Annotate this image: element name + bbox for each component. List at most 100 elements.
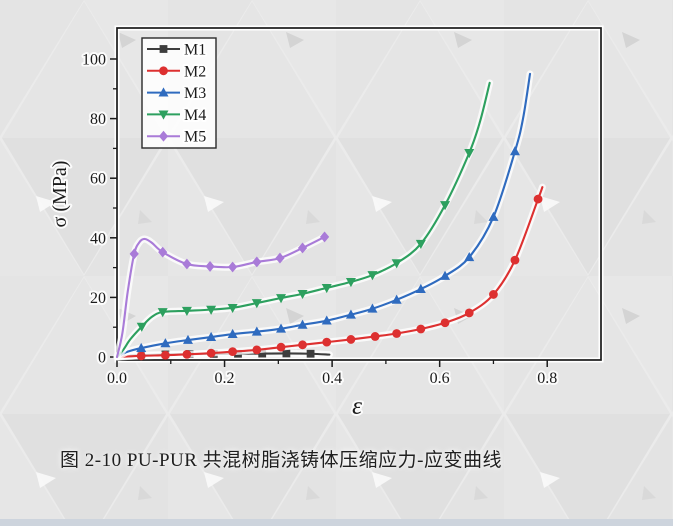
series-markers-M2 bbox=[136, 194, 543, 361]
x-tick-label: 0.6 bbox=[430, 370, 450, 387]
y-tick-label: 80 bbox=[90, 111, 106, 128]
triangle-up-marker bbox=[227, 328, 238, 338]
legend: M1 M2 M3 M4 M5 bbox=[141, 37, 217, 149]
triangle-up-marker bbox=[251, 326, 262, 336]
circle-marker bbox=[370, 332, 380, 341]
series-markers-M5 bbox=[129, 231, 330, 273]
triangle-down-marker bbox=[464, 148, 475, 159]
triangle-down-marker bbox=[227, 303, 238, 314]
triangle-up-marker bbox=[391, 294, 402, 304]
circle-marker bbox=[276, 342, 286, 352]
circle-marker bbox=[136, 351, 146, 361]
series-markers-M4 bbox=[136, 148, 475, 332]
triangle-up-marker bbox=[488, 211, 499, 221]
triangle-down-marker bbox=[206, 305, 217, 315]
x-tick-label: 0.2 bbox=[215, 370, 235, 387]
circle-marker bbox=[510, 255, 520, 265]
circle-marker bbox=[206, 348, 216, 358]
diamond-marker bbox=[158, 130, 169, 142]
legend-label-M3: M3 bbox=[184, 85, 206, 102]
y-tick-label: 40 bbox=[90, 230, 106, 247]
circle-marker bbox=[533, 194, 543, 204]
x-tick-label: 0.0 bbox=[107, 370, 127, 387]
diamond-marker bbox=[252, 256, 262, 268]
diamond-marker bbox=[129, 248, 139, 260]
triangle-down-marker bbox=[181, 306, 192, 317]
series-markers-M3 bbox=[136, 146, 520, 352]
legend-entry-M1: M1 bbox=[147, 40, 208, 61]
circle-marker bbox=[298, 340, 307, 350]
diamond-marker bbox=[319, 231, 330, 243]
legend-label-M2: M2 bbox=[184, 63, 206, 80]
triangle-up-marker bbox=[160, 338, 171, 348]
circle-marker bbox=[182, 349, 192, 359]
legend-label-M4: M4 bbox=[184, 107, 206, 124]
x-axis-label: ε bbox=[352, 393, 362, 420]
triangle-up-marker bbox=[158, 87, 169, 97]
square-marker bbox=[282, 349, 291, 358]
triangle-up-marker bbox=[464, 251, 475, 262]
triangle-down-marker bbox=[321, 283, 332, 294]
series-M4 bbox=[113, 79, 494, 361]
circle-marker bbox=[252, 345, 262, 355]
legend-entry-M4: M4 bbox=[147, 105, 208, 126]
y-tick-label: 100 bbox=[82, 51, 106, 68]
legend-entry-M3: M3 bbox=[147, 83, 208, 104]
series-halo bbox=[113, 183, 546, 361]
triangle-down-marker bbox=[158, 110, 169, 120]
circle-marker bbox=[228, 347, 238, 357]
series-M3 bbox=[113, 70, 534, 361]
figure-caption: 图 2-10 PU-PUR 共混树脂浇铸体压缩应力-应变曲线 bbox=[60, 450, 502, 471]
triangle-down-marker bbox=[440, 201, 451, 211]
diamond-marker bbox=[228, 261, 238, 273]
plot-frame bbox=[116, 27, 602, 361]
triangle-down-marker bbox=[136, 322, 147, 332]
triangle-down-marker bbox=[391, 259, 402, 269]
triangle-up-marker bbox=[345, 309, 356, 319]
triangle-up-marker bbox=[206, 331, 217, 341]
diamond-marker bbox=[182, 258, 192, 270]
square-marker bbox=[159, 45, 168, 53]
axis-ticks: 0.0 0.2 0.4 0.6 0.8 0 20 40 60 80 100 bbox=[80, 49, 559, 389]
legend-label-M1: M1 bbox=[184, 42, 206, 59]
circle-marker bbox=[159, 66, 168, 76]
diamond-marker bbox=[297, 242, 308, 254]
triangle-down-marker bbox=[297, 289, 308, 300]
triangle-up-marker bbox=[321, 315, 332, 325]
triangle-up-marker bbox=[509, 146, 520, 156]
triangle-down-marker bbox=[345, 278, 356, 288]
y-axis-label: σ (MPa) bbox=[49, 161, 71, 228]
triangle-down-marker bbox=[415, 239, 426, 249]
circle-marker bbox=[346, 335, 356, 344]
triangle-down-marker bbox=[251, 299, 262, 309]
square-marker bbox=[306, 349, 315, 358]
triangle-down-marker bbox=[157, 308, 168, 318]
y-tick-label: 20 bbox=[90, 290, 106, 307]
diamond-marker bbox=[158, 246, 168, 258]
triangle-down-marker bbox=[276, 294, 287, 304]
y-tick-label: 60 bbox=[90, 171, 106, 188]
triangle-down-marker bbox=[367, 271, 378, 281]
triangle-up-marker bbox=[182, 334, 193, 344]
circle-marker bbox=[464, 308, 474, 318]
series-M2 bbox=[113, 183, 546, 361]
bottom-strip bbox=[0, 519, 673, 526]
x-tick-label: 0.4 bbox=[322, 370, 342, 387]
legend-entry-M2: M2 bbox=[147, 61, 208, 82]
circle-marker bbox=[440, 318, 450, 328]
triangle-up-marker bbox=[440, 270, 451, 280]
triangle-up-marker bbox=[367, 303, 378, 313]
circle-marker bbox=[322, 337, 332, 347]
data-series bbox=[113, 70, 546, 361]
series-M5 bbox=[113, 231, 330, 361]
triangle-up-marker bbox=[297, 319, 308, 329]
triangle-up-marker bbox=[276, 323, 287, 333]
triangle-up-marker bbox=[415, 283, 426, 293]
legend-label-M5: M5 bbox=[184, 129, 206, 146]
x-tick-label: 0.8 bbox=[537, 370, 557, 387]
legend-entry-M5: M5 bbox=[147, 127, 208, 148]
y-tick-label: 0 bbox=[98, 350, 106, 367]
circle-marker bbox=[161, 350, 170, 360]
